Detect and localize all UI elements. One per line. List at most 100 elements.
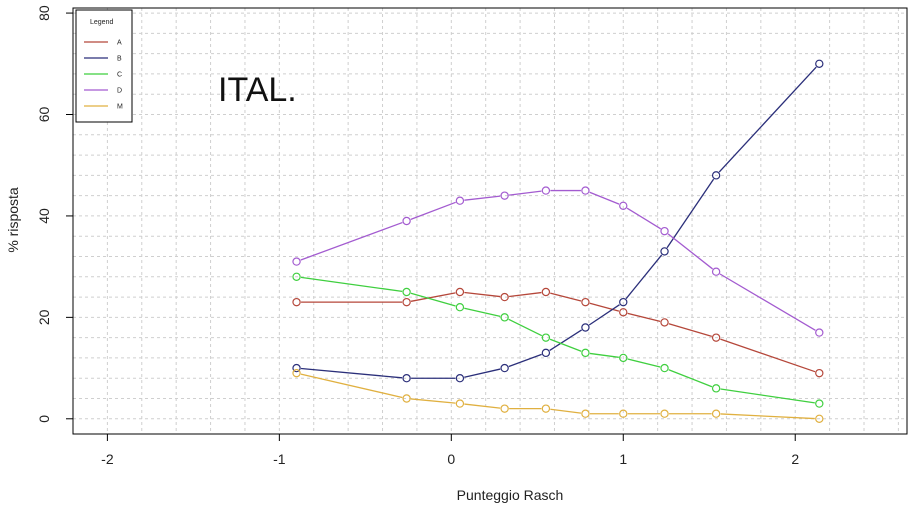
data-point — [292, 257, 301, 266]
legend-label-D: D — [117, 88, 122, 95]
series-line-segment — [589, 352, 619, 358]
data-point — [815, 59, 824, 68]
data-point — [541, 333, 551, 342]
data-point — [660, 318, 669, 327]
y-axis-title: % risposta — [5, 187, 21, 253]
data-point — [619, 201, 628, 210]
data-point — [292, 297, 301, 307]
data-point — [402, 374, 411, 383]
series-line-segment — [464, 368, 501, 378]
data-point — [541, 287, 551, 297]
data-point — [619, 353, 628, 363]
series-line-segment — [668, 323, 712, 337]
series-line-segment — [550, 408, 582, 414]
series-line-segment — [720, 338, 816, 373]
series-line-segment — [508, 353, 542, 368]
series-line-segment — [464, 195, 501, 201]
legend-label-B: B — [117, 56, 122, 63]
legend-label-A: A — [117, 40, 122, 47]
series-line-segment — [668, 369, 713, 388]
plot-border — [72, 7, 908, 435]
data-point — [815, 368, 824, 378]
data-point — [402, 287, 411, 297]
data-point — [660, 226, 669, 236]
data-point — [500, 191, 509, 200]
series-line-segment — [410, 201, 456, 221]
series-C — [292, 272, 824, 408]
data-point — [581, 323, 590, 332]
series-line-segment — [300, 221, 403, 261]
series-line-segment — [464, 403, 501, 409]
data-point — [455, 196, 465, 205]
series-line-segment — [509, 291, 542, 298]
x-tick-label: -2 — [101, 451, 114, 467]
data-point — [711, 333, 721, 342]
x-tick-label: 0 — [447, 451, 455, 467]
data-point — [711, 409, 721, 418]
series-line-segment — [509, 190, 542, 196]
series-line-segment — [627, 358, 661, 368]
data-point — [660, 247, 669, 256]
legend-box — [75, 9, 133, 123]
data-point — [711, 384, 721, 393]
series-M — [292, 368, 824, 423]
series-line-segment — [667, 233, 713, 270]
series-line-segment — [300, 367, 403, 379]
data-point — [541, 348, 551, 358]
data-point — [581, 297, 590, 307]
data-point — [402, 297, 411, 307]
series-line-segment — [508, 318, 543, 337]
data-point — [500, 363, 509, 373]
series-line-segment — [589, 302, 620, 312]
data-point — [660, 363, 669, 373]
series-line-segment — [625, 254, 663, 300]
series-line-segment — [411, 398, 456, 404]
x-tick-label: 2 — [791, 451, 799, 467]
data-point — [619, 409, 628, 418]
series-line-segment — [464, 307, 501, 317]
series-line-segment — [720, 413, 815, 420]
data-point — [541, 186, 551, 195]
series-B — [292, 59, 824, 383]
series-line-segment — [549, 329, 582, 351]
series-line-segment — [549, 338, 582, 352]
y-axis: 0 20 40 60 80 — [36, 5, 73, 423]
data-point — [581, 409, 590, 418]
data-point — [292, 272, 301, 281]
series-line-segment — [720, 388, 815, 404]
series-layer — [292, 59, 824, 423]
data-point — [500, 404, 509, 413]
series-A — [292, 287, 824, 378]
data-point — [815, 414, 824, 423]
y-tick-label: 40 — [36, 208, 52, 224]
series-line-segment — [666, 178, 715, 249]
legend-label-M: M — [117, 104, 123, 111]
series-line-segment — [550, 292, 582, 302]
data-point — [541, 404, 551, 413]
y-tick-label: 20 — [36, 309, 52, 325]
data-point — [815, 328, 824, 337]
data-point — [455, 374, 465, 383]
legend-label-C: C — [117, 72, 122, 79]
data-point — [500, 313, 509, 322]
data-point — [711, 171, 721, 180]
legend: Legend A B C D M — [75, 9, 133, 123]
legend-items: A B C D M — [84, 40, 123, 111]
data-point — [402, 394, 411, 403]
data-point — [455, 399, 465, 408]
data-point — [455, 287, 465, 297]
data-point — [402, 216, 411, 226]
data-point — [581, 186, 590, 195]
grid — [73, 8, 907, 434]
legend-title: Legend — [90, 19, 113, 26]
x-tick-label: 1 — [619, 451, 627, 467]
data-point — [711, 267, 721, 276]
y-tick-label: 0 — [36, 415, 52, 423]
series-line-segment — [410, 292, 456, 302]
series-line-segment — [464, 291, 501, 298]
series-line-segment — [627, 312, 661, 322]
series-line-segment — [588, 304, 620, 326]
data-point — [619, 308, 628, 317]
series-line-segment — [718, 66, 817, 173]
